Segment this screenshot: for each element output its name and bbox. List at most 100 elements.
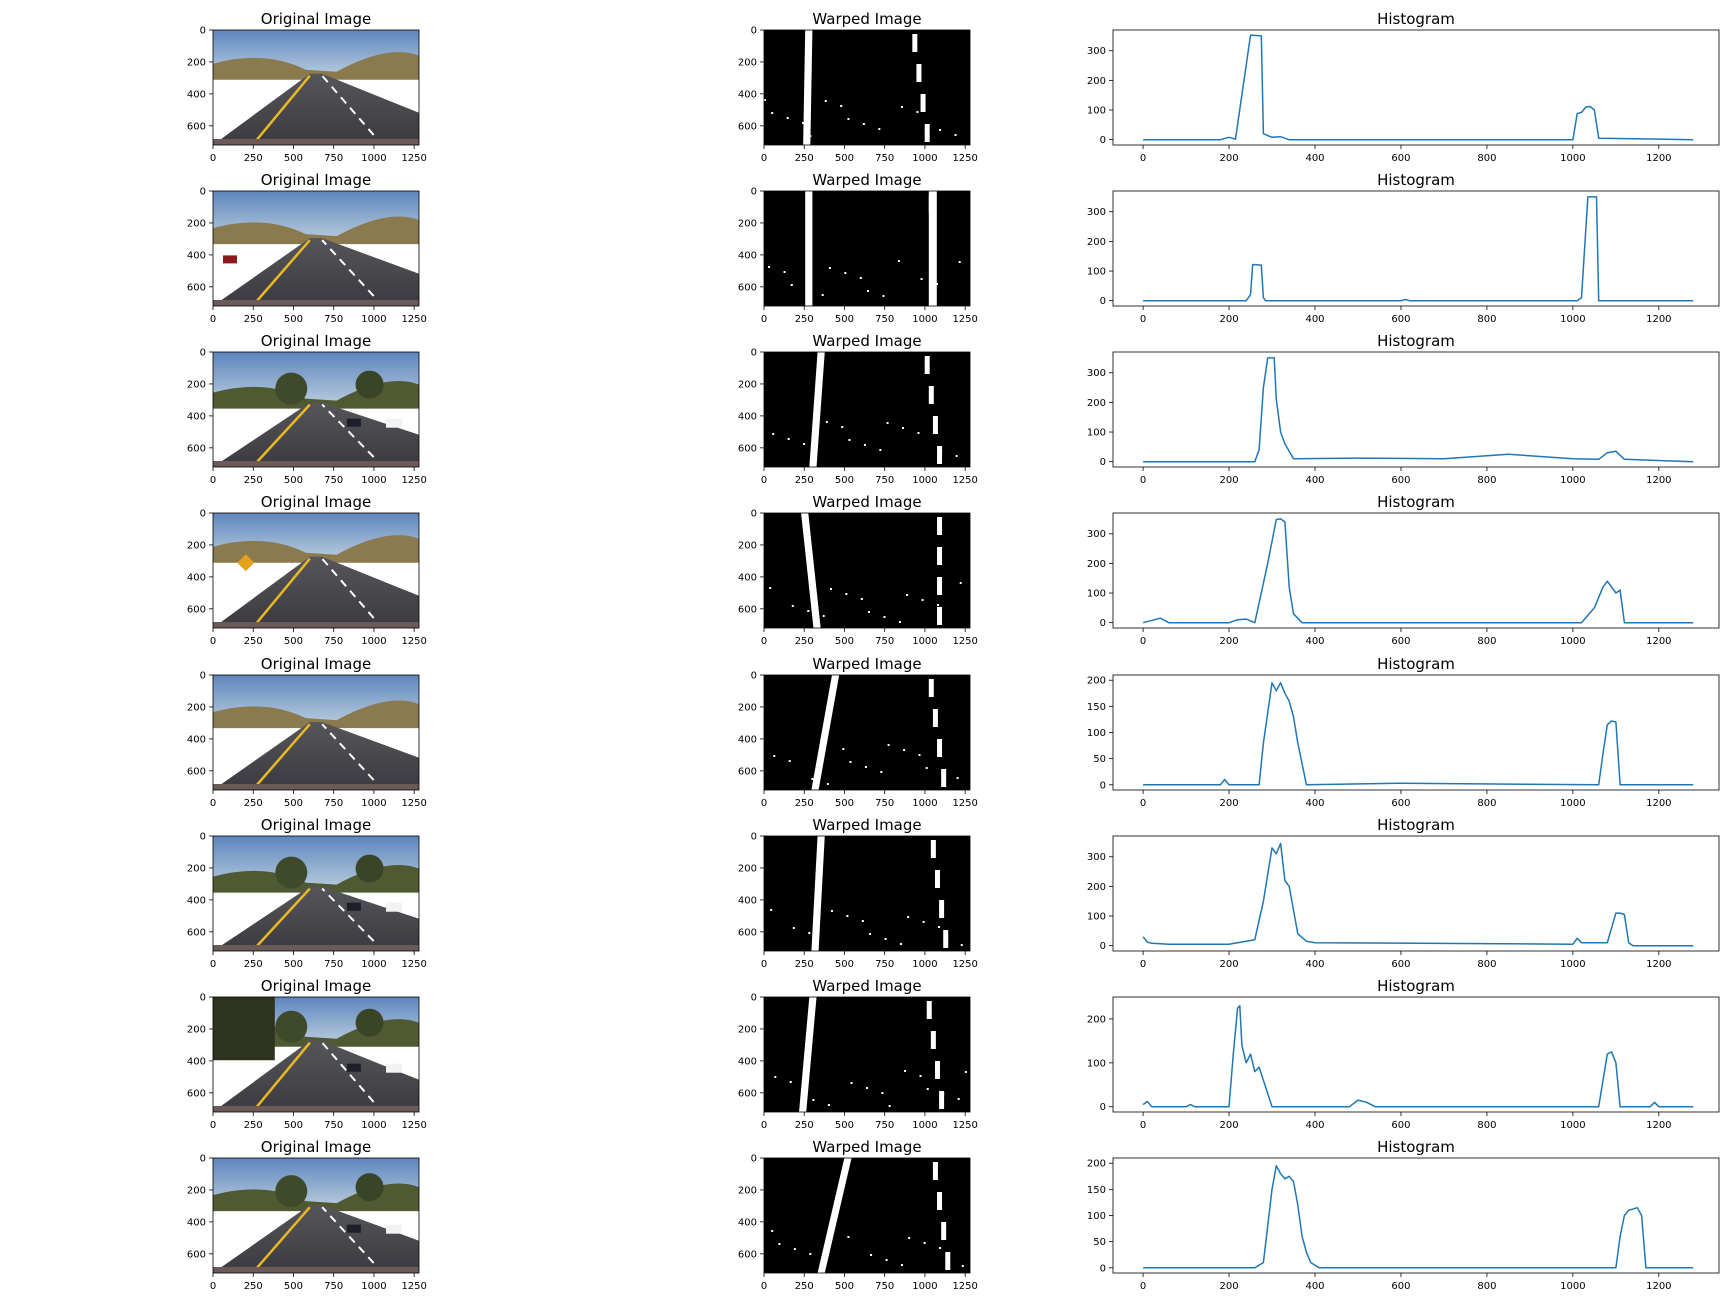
hood: [213, 784, 419, 790]
y-tick-label: 0: [200, 1154, 206, 1165]
x-tick-label: 0: [1140, 1281, 1146, 1292]
y-tick-label: 600: [187, 604, 206, 615]
x-tick-label: 750: [875, 959, 894, 970]
noise: [956, 777, 959, 779]
x-tick-label: 500: [835, 1281, 854, 1292]
figure-row: Original Image Warped Image Histogram 0 250 5…: [187, 493, 1720, 647]
y-tick-label: 100: [1087, 1058, 1106, 1069]
y-tick-label: 200: [187, 540, 206, 551]
x-tick-label: 800: [1477, 798, 1496, 809]
noise: [904, 1070, 907, 1072]
y-tick-label: 200: [738, 702, 757, 713]
x-tick-label: 1000: [361, 636, 386, 647]
y-tick-label: 400: [738, 1056, 757, 1067]
road: [213, 402, 419, 467]
x-tick-label: 250: [795, 153, 814, 164]
x-tick-label: 1200: [1646, 314, 1671, 325]
x-tick-label: 0: [761, 1120, 767, 1131]
noise: [809, 1253, 812, 1255]
x-tick-label: 1000: [361, 1281, 386, 1292]
y-tick-label: 0: [200, 832, 206, 843]
x-tick-label: 1000: [361, 314, 386, 325]
right-lane-pixels: [939, 1091, 945, 1109]
y-tick-label: 400: [738, 89, 757, 100]
road: [213, 556, 419, 628]
tree: [355, 854, 384, 883]
noise: [960, 944, 963, 946]
noise: [847, 1236, 850, 1238]
noise: [938, 926, 941, 928]
x-tick-label: 500: [835, 636, 854, 647]
left-lane-pixels: [801, 513, 821, 628]
noise: [941, 772, 944, 774]
original-image-title: Original Image: [261, 493, 371, 511]
y-tick-label: 200: [738, 379, 757, 390]
plot-frame: [1112, 351, 1720, 468]
y-tick-label: 150: [1087, 1185, 1106, 1196]
image-frame: [763, 29, 971, 146]
y-tick-label: 0: [200, 671, 206, 682]
plot-frame: [1112, 835, 1720, 952]
y-tick-label: 0: [1100, 135, 1106, 146]
y-tick-label: 600: [187, 1088, 206, 1099]
original-image-title: Original Image: [261, 332, 371, 350]
figure-row: Original Image Warped Image Histogram 0 250 5…: [187, 655, 1720, 809]
x-tick-label: 1250: [952, 1120, 977, 1131]
x-tick-label: 1000: [912, 798, 937, 809]
y-tick-label: 300: [1087, 852, 1106, 863]
figure-row: Original Image Warped Image Histogram 0 250 5…: [187, 977, 1720, 1131]
x-tick-label: 750: [875, 314, 894, 325]
y-tick-label: 200: [738, 540, 757, 551]
x-tick-label: 1250: [401, 798, 426, 809]
noise: [861, 920, 864, 922]
noise: [809, 135, 812, 137]
left-lane-pixels: [811, 675, 840, 790]
x-tick-label: 500: [284, 153, 303, 164]
noise: [846, 915, 849, 917]
x-tick-label: 1000: [361, 798, 386, 809]
noise: [881, 1092, 884, 1094]
noise: [829, 588, 832, 590]
noise: [946, 1260, 949, 1262]
x-tick-label: 500: [835, 798, 854, 809]
noise: [918, 754, 921, 756]
noise: [936, 283, 939, 285]
x-tick-label: 1250: [952, 959, 977, 970]
x-tick-label: 1200: [1646, 636, 1671, 647]
noise: [870, 1254, 873, 1256]
y-tick-label: 200: [1087, 1159, 1106, 1170]
x-tick-label: 750: [324, 798, 343, 809]
noise: [879, 449, 882, 451]
y-tick-label: 200: [187, 218, 206, 229]
x-tick-label: 1200: [1646, 959, 1671, 970]
yellow-lane: [253, 723, 311, 789]
right-lane-pixels: [928, 191, 937, 306]
y-tick-label: 100: [1087, 589, 1106, 600]
warped-bg: [764, 30, 970, 145]
figure-row: Original Image Warped Image Histogram 0 250 5…: [187, 816, 1720, 970]
noise: [919, 1075, 922, 1077]
yellow-lane: [253, 403, 311, 466]
plot-frame: [1112, 190, 1720, 307]
y-tick-label: 600: [187, 766, 206, 777]
x-tick-label: 400: [1305, 314, 1324, 325]
x-tick-label: 250: [244, 153, 263, 164]
y-tick-label: 0: [751, 509, 757, 520]
warped-bg: [764, 836, 970, 951]
x-tick-label: 0: [1140, 798, 1146, 809]
x-tick-label: 1250: [952, 314, 977, 325]
noise: [810, 456, 813, 458]
histogram-title: Histogram: [1377, 10, 1455, 28]
noise: [922, 921, 925, 923]
y-tick-label: 400: [187, 734, 206, 745]
x-tick-label: 1000: [912, 314, 937, 325]
y-tick-label: 200: [187, 1185, 206, 1196]
warped-bg: [764, 1158, 970, 1273]
histogram-line: [1143, 357, 1694, 463]
tree: [275, 1175, 308, 1208]
noise: [939, 129, 942, 131]
y-tick-label: 0: [200, 348, 206, 359]
y-tick-label: 0: [200, 509, 206, 520]
noise: [900, 1264, 903, 1266]
yellow-lane: [253, 557, 311, 627]
